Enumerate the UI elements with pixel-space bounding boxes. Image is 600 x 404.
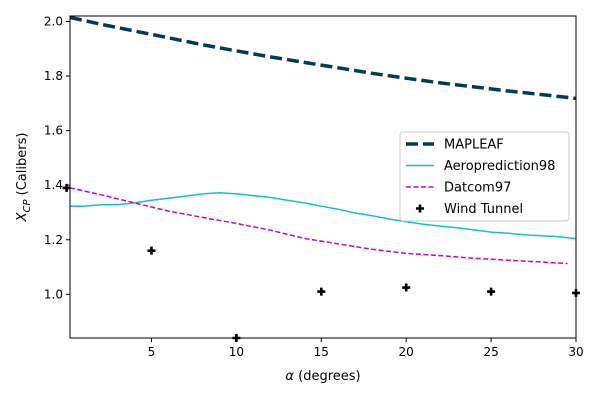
y-tick-label: 2.0 <box>44 14 63 28</box>
y-tick-label: 1.0 <box>44 287 63 301</box>
wind-tunnel-point <box>62 183 71 192</box>
legend-label: Aeroprediction98 <box>444 159 555 174</box>
legend-entry: Datcom97 <box>406 181 511 196</box>
x-axis-label: α (degrees) <box>285 369 360 384</box>
legend: MAPLEAF Aeroprediction98 Datcom97 Wind Tunn… <box>399 131 570 222</box>
series-wind-tunnel-markers <box>62 183 580 342</box>
legend-entry: Aeroprediction98 <box>406 159 555 174</box>
legend-box <box>399 131 570 222</box>
x-tick-label: 30 <box>568 345 583 359</box>
x-tick-label: 5 <box>148 345 156 359</box>
legend-label: Wind Tunnel <box>444 202 523 217</box>
x-tick-label: 20 <box>399 345 414 359</box>
series-line-datcom97 <box>70 187 568 265</box>
y-tick-label: 1.6 <box>44 124 63 138</box>
series-layer <box>70 16 576 265</box>
wind-tunnel-point <box>232 334 241 342</box>
x-ticks: 5 10 15 20 25 30 <box>148 338 584 359</box>
wind-tunnel-point <box>572 288 580 297</box>
legend-entry: Wind Tunnel <box>416 202 523 217</box>
y-tick-label: 1.2 <box>44 233 63 247</box>
wind-tunnel-point <box>487 287 496 296</box>
series-line-aeroprediction98 <box>70 192 576 240</box>
series-line-mapleaf <box>70 16 576 101</box>
y-axis-label: XCP (Calibers) <box>15 133 33 223</box>
wind-tunnel-point <box>317 287 326 296</box>
y-tick-label: 1.4 <box>44 178 63 192</box>
y-ticks: 1.0 1.2 1.4 1.6 1.8 2.0 <box>44 14 70 301</box>
x-tick-label: 15 <box>314 345 329 359</box>
legend-entry: MAPLEAF <box>406 138 504 153</box>
legend-label: MAPLEAF <box>444 138 504 153</box>
legend-swatch <box>416 204 424 213</box>
plot-frame <box>69 15 577 339</box>
axes-layer <box>69 15 577 339</box>
wind-tunnel-point <box>402 283 411 292</box>
x-tick-label: 10 <box>229 345 244 359</box>
legend-label: Datcom97 <box>444 181 511 196</box>
wind-tunnel-point <box>147 246 156 255</box>
x-tick-label: 25 <box>483 345 498 359</box>
y-tick-label: 1.8 <box>44 69 63 83</box>
